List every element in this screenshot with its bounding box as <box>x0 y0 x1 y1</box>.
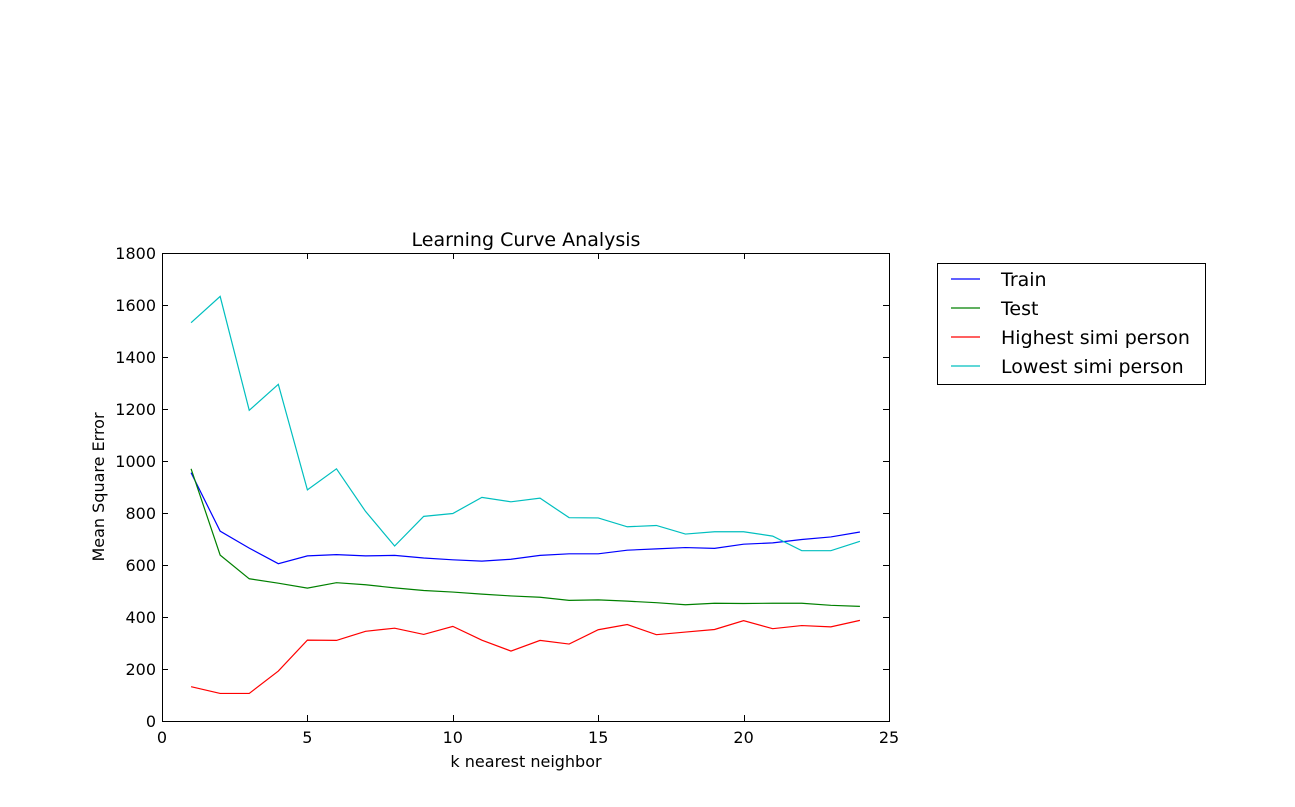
y-tick-label: 800 <box>125 504 156 523</box>
x-tick-label: 5 <box>302 728 312 747</box>
legend-frame <box>937 263 1206 385</box>
legend: Train Test Highest simi person Lowest simi … <box>937 263 1206 385</box>
y-tick-label: 1600 <box>115 296 156 315</box>
chart-title: Learning Curve Analysis <box>412 229 641 251</box>
y-tick-label: 200 <box>125 660 156 679</box>
series-line-highest-simi-person <box>190 619 861 695</box>
series-line-train <box>190 472 861 565</box>
x-tick-label: 10 <box>443 728 463 747</box>
series-line-test <box>190 468 860 607</box>
y-tick-label: 1800 <box>115 244 156 263</box>
legend-label: Test <box>1000 298 1038 320</box>
series-line-lowest-simi-person <box>190 295 861 552</box>
plot-lines <box>190 295 861 695</box>
y-tick-label: 1400 <box>115 348 156 367</box>
x-tick-label: 20 <box>733 728 753 747</box>
y-tick-label: 1000 <box>115 452 156 471</box>
x-tick-label: 15 <box>588 728 608 747</box>
x-tick-label: 25 <box>879 728 899 747</box>
y-tick-label: 1200 <box>115 400 156 419</box>
y-tick-label: 600 <box>125 556 156 575</box>
x-axis-label: k nearest neighbor <box>450 752 602 771</box>
axis-ticks: 0 5 10 15 20 25 0 200 400 600 800 1000 1200 1400 1600 1… <box>115 244 899 747</box>
plot-area-frame <box>162 253 890 722</box>
y-tick-label: 400 <box>125 608 156 627</box>
legend-label: Train <box>1000 269 1047 291</box>
x-tick-label: 0 <box>157 728 167 747</box>
legend-label: Lowest simi person <box>1001 356 1184 378</box>
y-axis-label: Mean Square Error <box>89 412 108 562</box>
legend-label: Highest simi person <box>1001 327 1190 349</box>
y-tick-label: 0 <box>146 712 156 731</box>
